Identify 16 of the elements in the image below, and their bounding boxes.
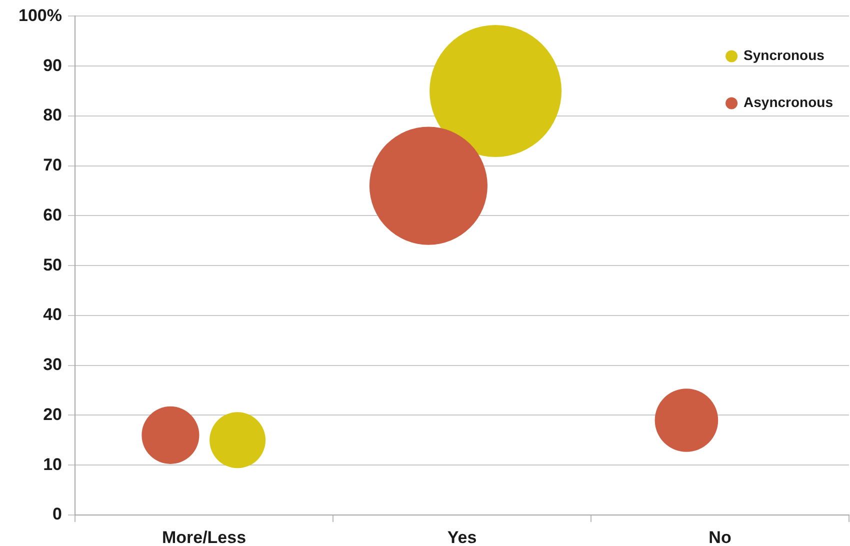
y-tick-label: 70 — [43, 156, 62, 175]
y-tick-label: 50 — [43, 255, 62, 274]
y-tick-label: 100% — [18, 6, 62, 25]
x-tick-label: Yes — [447, 528, 477, 546]
y-tick-label: 60 — [43, 205, 62, 224]
legend-label: Syncronous — [744, 47, 825, 64]
legend-label: Asyncronous — [744, 94, 834, 110]
x-tick-label: More/Less — [162, 528, 246, 546]
y-tick-label: 80 — [43, 106, 62, 125]
y-tick-label: 90 — [43, 56, 62, 75]
y-tick-label: 0 — [52, 504, 62, 524]
y-tick-label: 20 — [43, 404, 62, 424]
y-tick-label: 30 — [43, 355, 62, 374]
y-tick-label: 40 — [43, 305, 62, 324]
y-tick-label: 10 — [43, 454, 62, 474]
x-tick-label: No — [708, 528, 732, 546]
